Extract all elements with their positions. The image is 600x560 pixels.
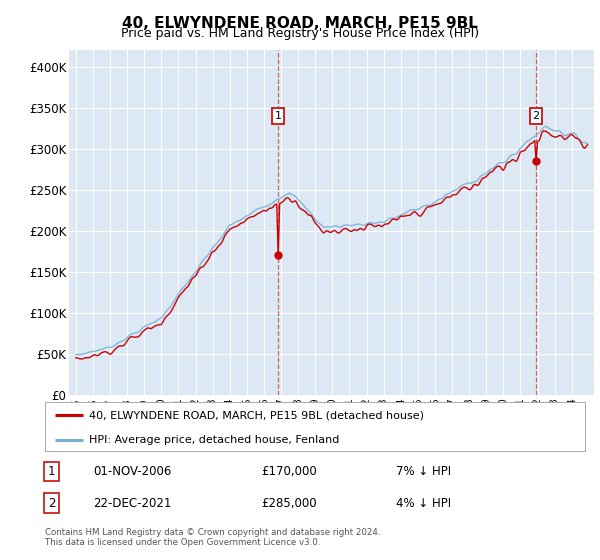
Text: HPI: Average price, detached house, Fenland: HPI: Average price, detached house, Fenl… bbox=[89, 435, 340, 445]
Text: £170,000: £170,000 bbox=[261, 465, 317, 478]
Text: Price paid vs. HM Land Registry's House Price Index (HPI): Price paid vs. HM Land Registry's House … bbox=[121, 27, 479, 40]
Text: 2: 2 bbox=[533, 111, 540, 121]
Text: 7% ↓ HPI: 7% ↓ HPI bbox=[396, 465, 451, 478]
Text: 1: 1 bbox=[48, 465, 55, 478]
Text: 40, ELWYNDENE ROAD, MARCH, PE15 9BL (detached house): 40, ELWYNDENE ROAD, MARCH, PE15 9BL (det… bbox=[89, 410, 424, 421]
Text: 22-DEC-2021: 22-DEC-2021 bbox=[94, 497, 172, 510]
Text: 01-NOV-2006: 01-NOV-2006 bbox=[94, 465, 172, 478]
Text: 4% ↓ HPI: 4% ↓ HPI bbox=[396, 497, 451, 510]
Text: 1: 1 bbox=[275, 111, 282, 121]
Text: 40, ELWYNDENE ROAD, MARCH, PE15 9BL: 40, ELWYNDENE ROAD, MARCH, PE15 9BL bbox=[122, 16, 478, 31]
Text: £285,000: £285,000 bbox=[261, 497, 317, 510]
Text: Contains HM Land Registry data © Crown copyright and database right 2024.
This d: Contains HM Land Registry data © Crown c… bbox=[45, 528, 380, 547]
Text: 2: 2 bbox=[48, 497, 55, 510]
